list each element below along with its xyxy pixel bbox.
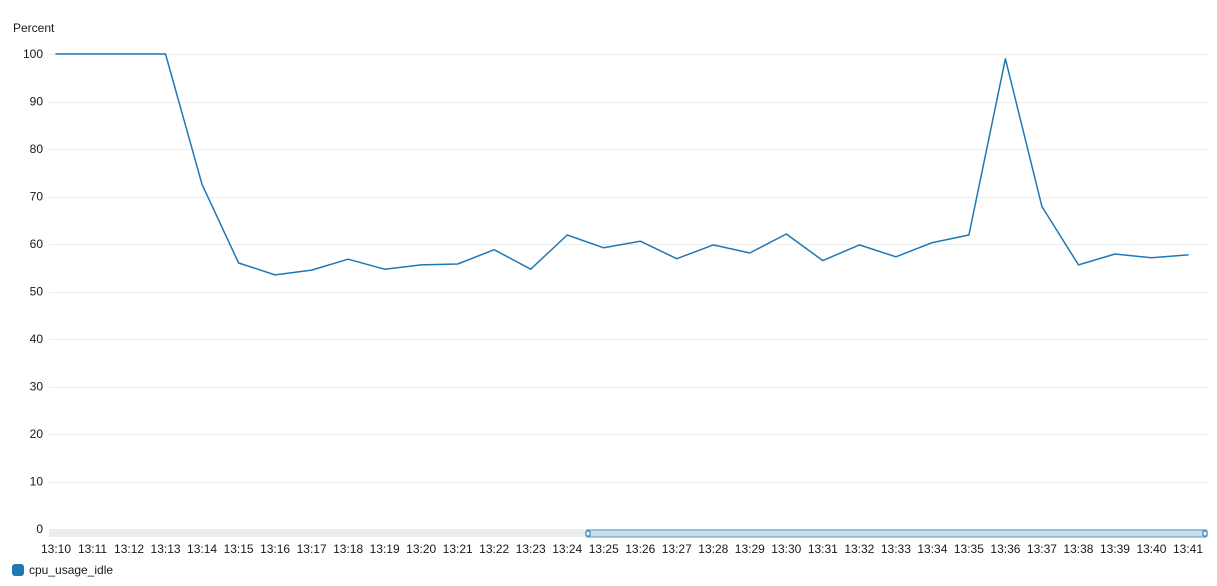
x-tick-label: 13:27 [662, 542, 692, 556]
data-point [383, 267, 387, 271]
data-point [492, 248, 496, 252]
y-tick-label: 80 [30, 142, 44, 156]
data-point [1040, 204, 1044, 208]
x-tick-label: 13:39 [1100, 542, 1130, 556]
x-tick-label: 13:17 [297, 542, 327, 556]
x-tick-label: 13:18 [333, 542, 363, 556]
x-tick-label: 13:11 [78, 542, 107, 556]
data-point [857, 243, 861, 247]
x-tick-label: 13:34 [917, 542, 947, 556]
y-tick-label: 100 [23, 47, 43, 61]
y-tick-label: 50 [30, 285, 44, 299]
x-axis-strip [49, 529, 1208, 537]
data-point [237, 261, 241, 265]
x-tick-label: 13:36 [990, 542, 1020, 556]
x-tick-label: 13:41 [1173, 542, 1203, 556]
y-axis-ticks: 0 10 20 30 40 50 60 70 80 90 100 [23, 47, 43, 536]
legend: cpu_usage_idle [12, 562, 113, 578]
x-tick-label: 13:32 [844, 542, 874, 556]
data-point [638, 239, 642, 243]
x-axis-ticks: 13:10 13:11 13:12 13:13 13:14 13:15 13:16 13:17… [41, 542, 1203, 556]
data-point [821, 259, 825, 263]
y-tick-label: 40 [30, 332, 44, 346]
data-point [419, 263, 423, 267]
data-point [1186, 253, 1190, 257]
x-tick-label: 13:25 [589, 542, 619, 556]
data-point [602, 246, 606, 250]
data-point [930, 241, 934, 245]
x-tick-label: 13:24 [552, 542, 582, 556]
y-tick-label: 20 [30, 427, 44, 441]
data-point [711, 243, 715, 247]
y-tick-label: 60 [30, 237, 44, 251]
data-point [127, 52, 131, 56]
data-point [91, 52, 95, 56]
data-point [310, 268, 314, 272]
x-tick-label: 13:23 [516, 542, 546, 556]
x-tick-label: 13:33 [881, 542, 911, 556]
data-point [675, 257, 679, 261]
data-point [1076, 263, 1080, 267]
y-axis-title: Percent [13, 21, 55, 35]
data-point [200, 183, 204, 187]
legend-swatch-cpu-usage-idle[interactable] [12, 564, 24, 576]
data-point [894, 255, 898, 259]
x-tick-label: 13:38 [1063, 542, 1093, 556]
data-point [456, 262, 460, 266]
x-tick-label: 13:28 [698, 542, 728, 556]
x-tick-label: 13:15 [224, 542, 254, 556]
series-layer [54, 52, 1190, 277]
x-tick-label: 13:12 [114, 542, 144, 556]
y-tick-label: 70 [30, 190, 44, 204]
y-tick-label: 0 [36, 522, 43, 536]
gridlines [49, 54, 1208, 537]
x-tick-label: 13:37 [1027, 542, 1057, 556]
data-point [54, 52, 58, 56]
x-tick-label: 13:29 [735, 542, 765, 556]
data-point [1003, 57, 1007, 61]
data-point [273, 273, 277, 277]
x-tick-label: 13:19 [370, 542, 400, 556]
x-tick-label: 13:35 [954, 542, 984, 556]
x-tick-label: 13:31 [808, 542, 838, 556]
y-tick-label: 10 [30, 475, 44, 489]
data-point [346, 257, 350, 261]
x-tick-label: 13:10 [41, 542, 71, 556]
x-tick-label: 13:30 [771, 542, 801, 556]
x-tick-label: 13:40 [1136, 542, 1166, 556]
x-tick-label: 13:16 [260, 542, 290, 556]
time-range-brush[interactable] [585, 529, 1208, 538]
data-point [164, 52, 168, 56]
data-point [967, 233, 971, 237]
data-point [1149, 256, 1153, 260]
data-point [784, 232, 788, 236]
brush-handle-left[interactable] [585, 530, 591, 537]
x-tick-label: 13:21 [443, 542, 473, 556]
x-tick-label: 13:26 [625, 542, 655, 556]
x-tick-label: 13:14 [187, 542, 217, 556]
y-tick-label: 30 [30, 380, 44, 394]
data-point [1113, 252, 1117, 256]
legend-label-cpu-usage-idle[interactable]: cpu_usage_idle [29, 563, 114, 577]
data-point [565, 233, 569, 237]
x-tick-label: 13:22 [479, 542, 509, 556]
x-tick-label: 13:20 [406, 542, 436, 556]
series-line-cpu-usage-idle [55, 53, 1189, 276]
y-tick-label: 90 [30, 95, 44, 109]
data-point [529, 267, 533, 271]
data-point [748, 251, 752, 255]
brush-handle-right[interactable] [1202, 530, 1208, 537]
x-tick-label: 13:13 [151, 542, 181, 556]
brush-selection[interactable] [586, 529, 1207, 538]
